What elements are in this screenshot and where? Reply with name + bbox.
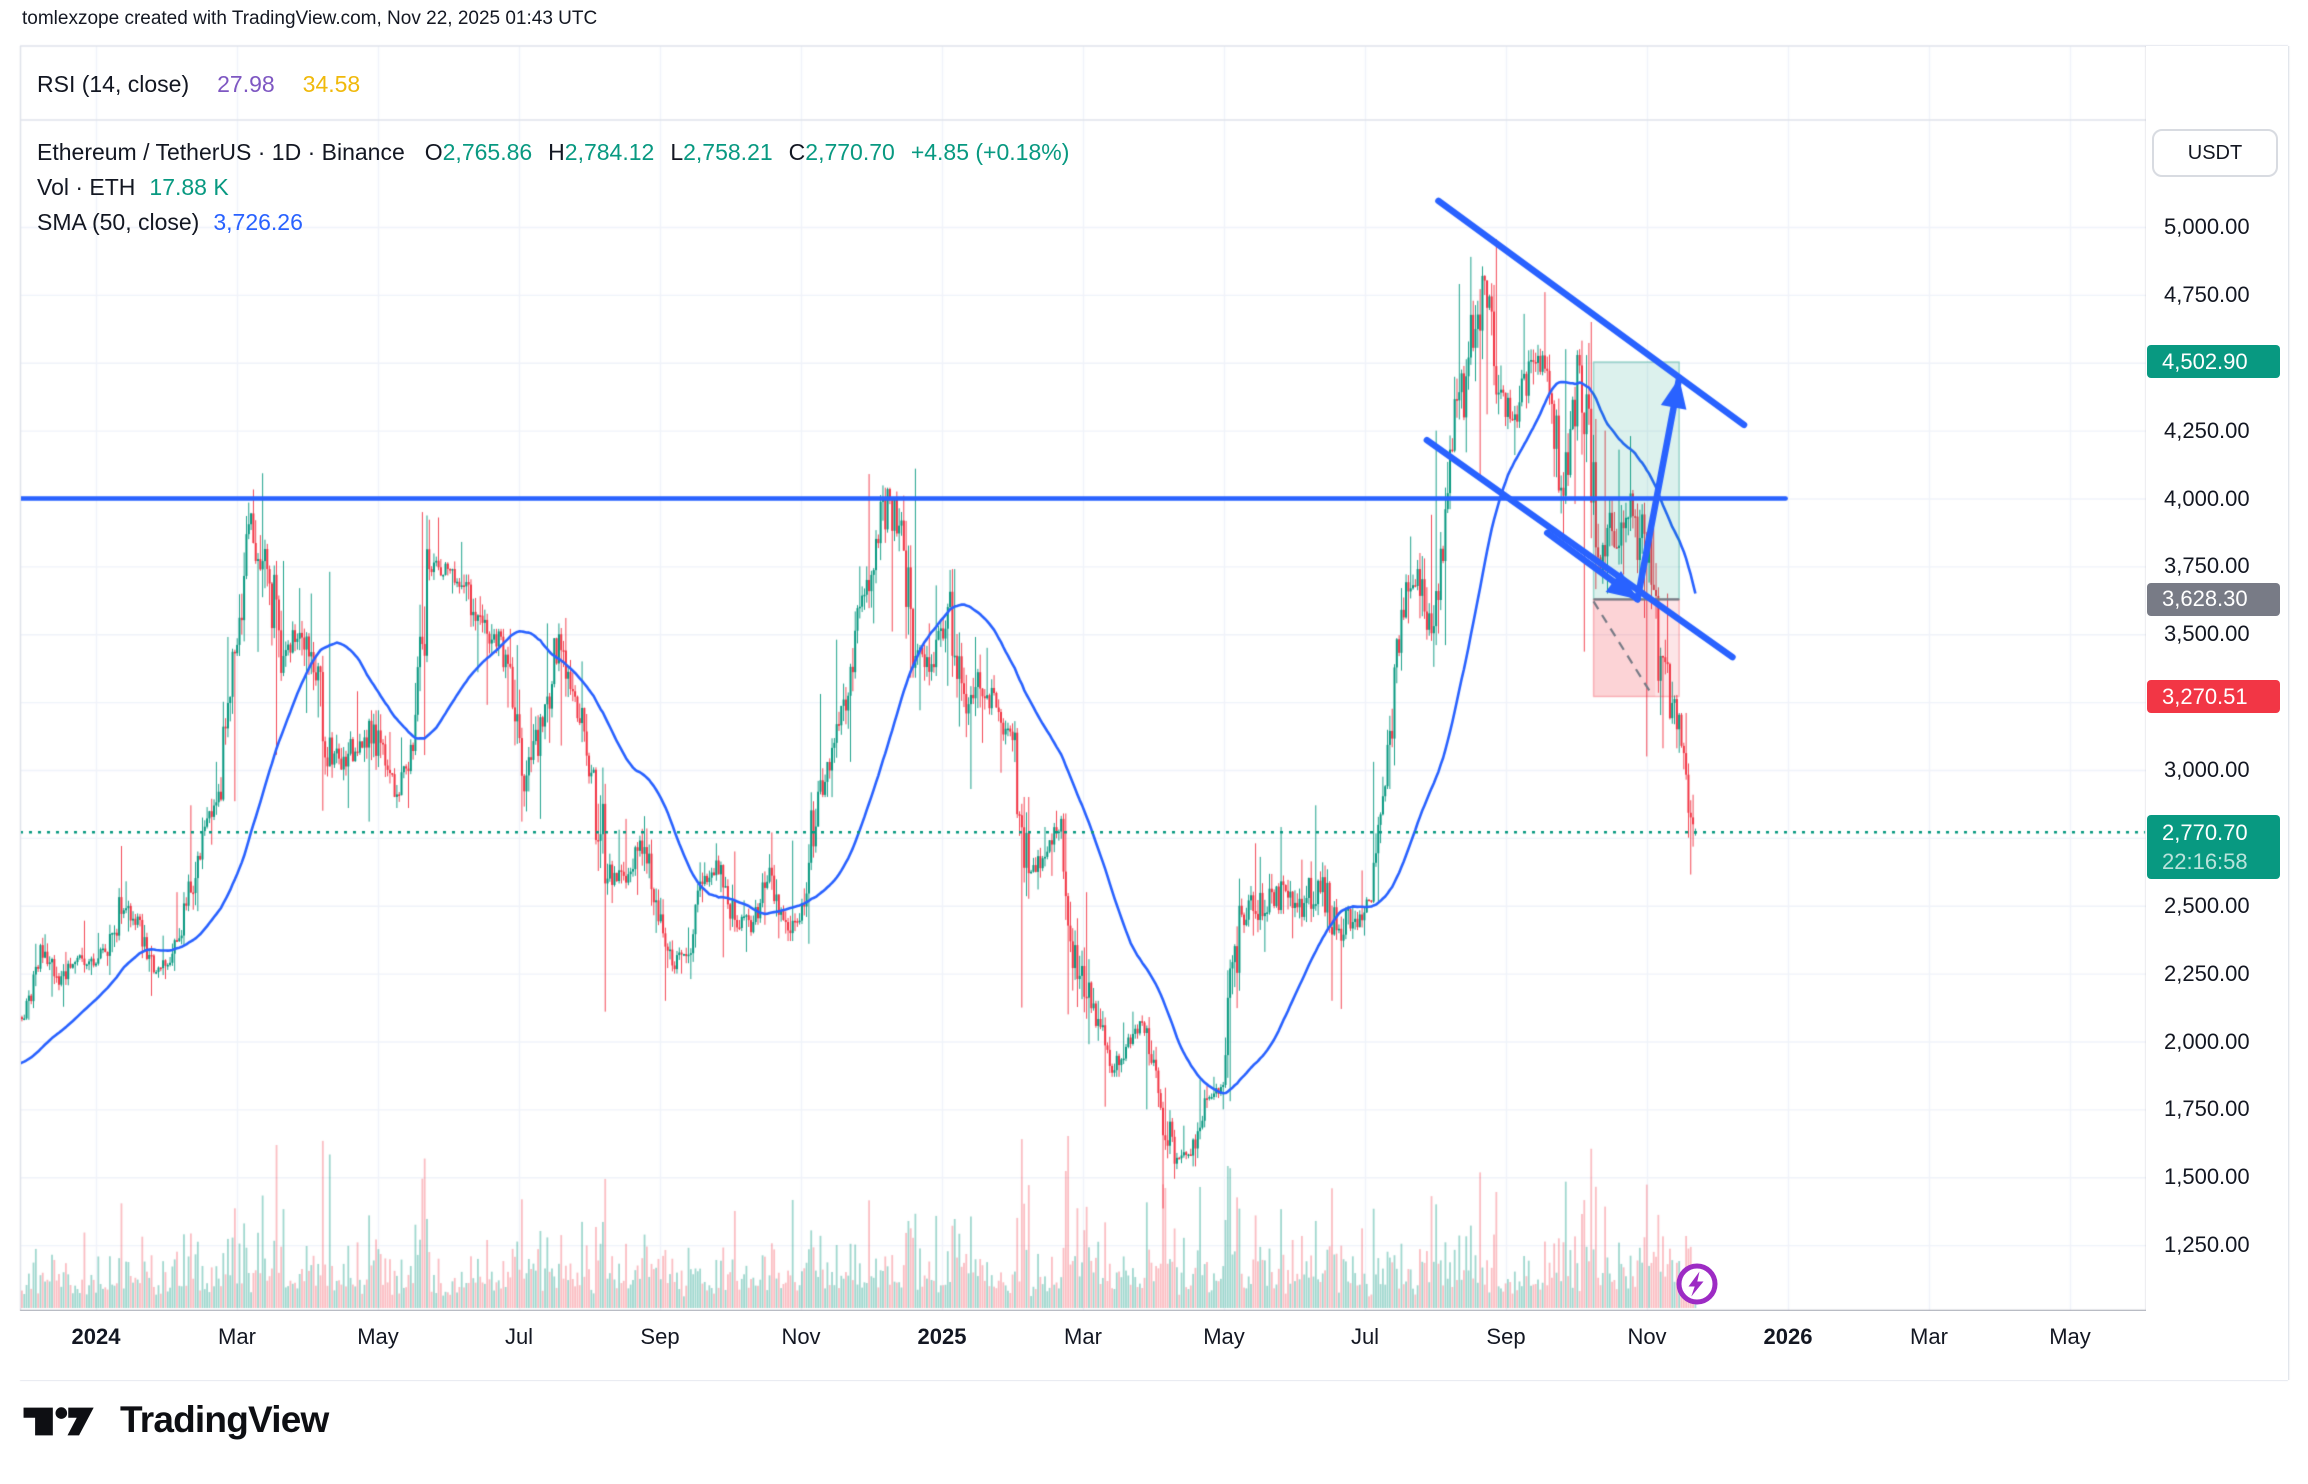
price-axis-label: 5,000.00	[2164, 214, 2250, 239]
sma-legend[interactable]: SMA (50, close) 3,726.26	[37, 209, 303, 236]
symbol-legend[interactable]: Ethereum / TetherUS · 1D · Binance O2,76…	[37, 139, 1069, 166]
price-axis-label: 3,500.00	[2164, 621, 2250, 647]
price-axis-label: 3,000.00	[2164, 757, 2250, 782]
time-axis-label: Sep	[1486, 1324, 1526, 1349]
open-label: O	[424, 139, 443, 165]
time-axis-label: Jul	[1350, 1324, 1380, 1349]
sma-value: 3,726.26	[213, 209, 303, 235]
time-axis-label: Sep	[640, 1324, 680, 1349]
rsi-value: 27.98	[217, 71, 275, 97]
tradingview-logo[interactable]: TradingView	[22, 1398, 329, 1442]
time-axis-label: Jul	[504, 1324, 534, 1349]
rsi-legend[interactable]: RSI (14, close) 27.98 34.58	[37, 71, 360, 98]
price-axis-label: 1,250.00	[2164, 1232, 2250, 1258]
price-axis-label: 2,000.00	[2164, 1028, 2250, 1054]
high-value: 2,784.12	[564, 139, 655, 165]
rsi-ma-value: 34.58	[302, 71, 361, 97]
attribution-text: tomlexzope created with TradingView.com,…	[22, 8, 598, 29]
high-label: H	[548, 139, 565, 165]
sma-label: SMA (50, close)	[37, 209, 200, 235]
price-axis-label: 1,500.00	[2164, 1164, 2250, 1190]
price-badge: 4,502.90	[2147, 345, 2280, 379]
time-axis-label: Mar	[1064, 1324, 1102, 1349]
price-axis-label: 2,500.00	[2164, 892, 2250, 918]
currency-toggle-button[interactable]: USDT	[2152, 129, 2278, 177]
low-label: L	[670, 139, 684, 165]
price-badge: 3,270.51	[2147, 680, 2280, 714]
price-axis-label: 4,750.00	[2164, 281, 2250, 307]
volume-legend[interactable]: Vol · ETH 17.88 K	[37, 174, 229, 201]
price-axis-label: 4,000.00	[2164, 485, 2250, 511]
price-axis-label: 4,250.00	[2164, 417, 2250, 443]
price-axis-label: 1,750.00	[2164, 1096, 2250, 1122]
rsi-label: RSI (14, close)	[37, 71, 190, 97]
price-badge: 3,628.30	[2147, 582, 2280, 616]
low-value: 2,758.21	[683, 139, 773, 165]
current-price-badge: 2,770.70 22:16:58	[2147, 815, 2280, 880]
open-value: 2,765.86	[442, 139, 533, 165]
time-axis-label: May	[2049, 1324, 2091, 1349]
time-axis-label: 2026	[1763, 1324, 1813, 1349]
close-label: C	[788, 139, 806, 165]
time-axis-label: Mar	[218, 1324, 256, 1349]
price-axis-label: 3,750.00	[2164, 553, 2250, 579]
time-axis-label: Nov	[1627, 1324, 1667, 1349]
time-axis-label: May	[357, 1324, 399, 1349]
time-axis-label: Nov	[781, 1324, 821, 1349]
time-axis[interactable]: 2024 Mar May Jul Sep Nov 2025 Mar May Jul Sep Nov 20…	[0, 1311, 2146, 1380]
time-axis-label: May	[1203, 1324, 1245, 1349]
time-axis-label: 2025	[917, 1324, 967, 1349]
symbol-title: Ethereum / TetherUS · 1D · Binance	[37, 139, 405, 165]
time-axis-label: 2024	[71, 1324, 121, 1349]
volume-label: Vol · ETH	[37, 174, 136, 200]
close-value: 2,770.70	[805, 139, 895, 165]
volume-value: 17.88 K	[149, 174, 229, 200]
ohlc-values: O2,765.86 H2,784.12 L2,758.21 C2,770.70 …	[425, 139, 1070, 166]
tradingview-logo-text: TradingView	[120, 1399, 329, 1440]
tradingview-logo-icon	[23, 1407, 94, 1436]
lightning-sticker-icon[interactable]	[1675, 1262, 1719, 1306]
change-value: +4.85 (+0.18%)	[910, 139, 1070, 165]
price-axis-label: 2,250.00	[2164, 960, 2250, 986]
time-axis-label: Mar	[1910, 1324, 1948, 1349]
price-axis[interactable]: USDT 5,000.00 4,750.00 4,250.00 4,000.00 3,7…	[2146, 46, 2288, 1380]
